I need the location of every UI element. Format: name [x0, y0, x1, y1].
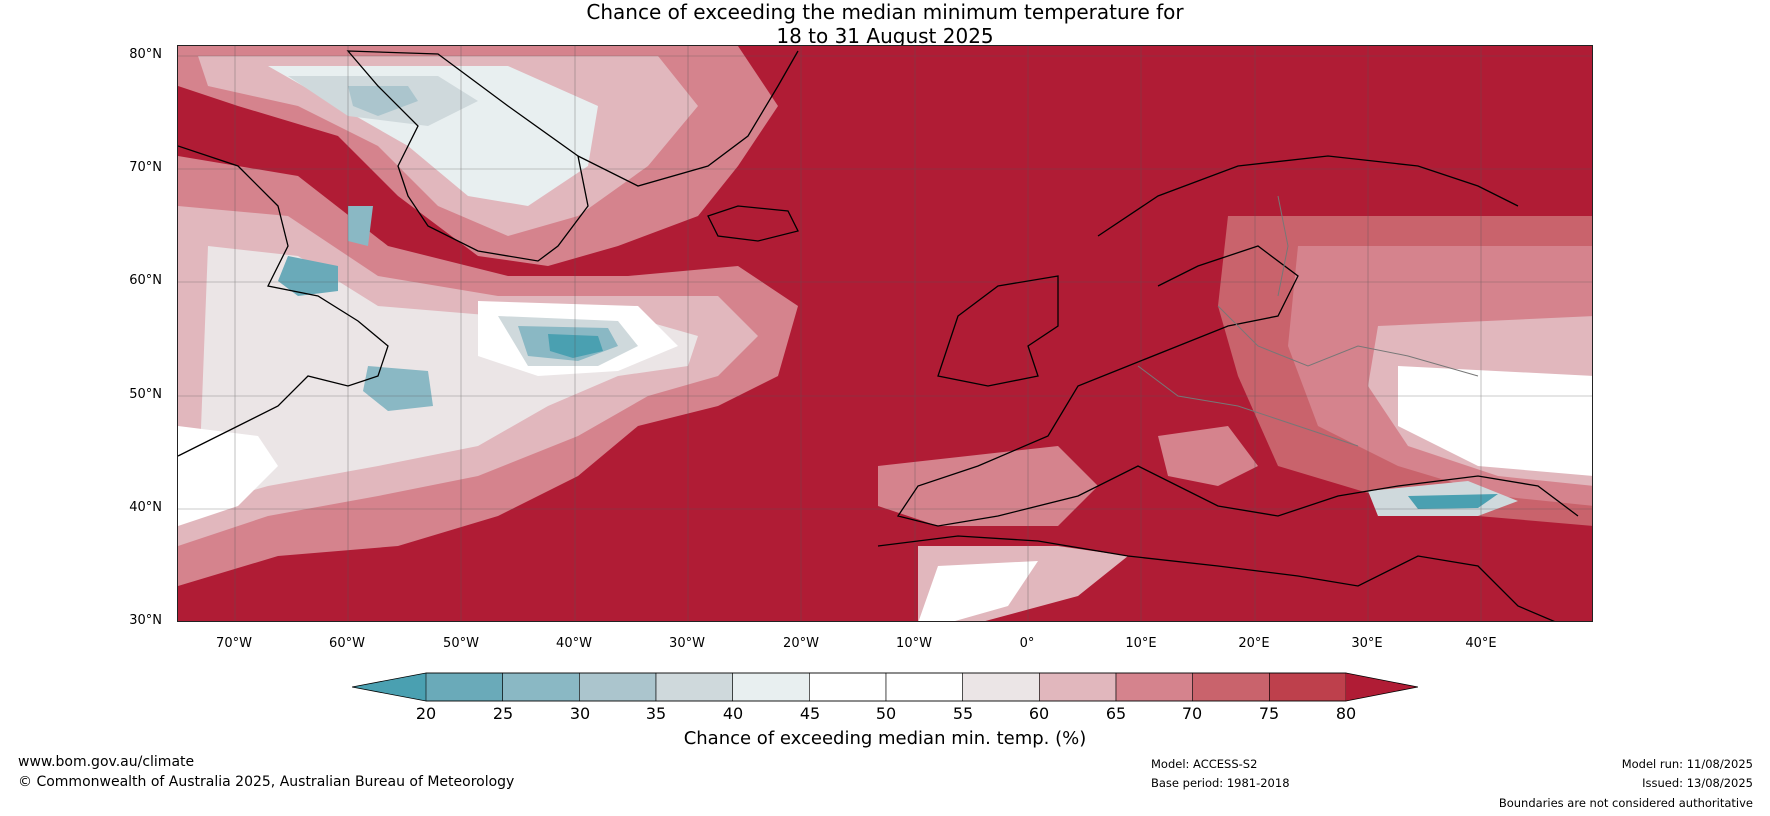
greenland-region	[178, 46, 778, 266]
lon-tick-40e: 40°E	[1465, 636, 1497, 651]
lat-tick-30n: 30°N	[129, 613, 162, 628]
colorbar-segment	[1269, 672, 1347, 702]
colorbar-segment	[1115, 672, 1194, 702]
footer-disclaimer: Boundaries are not considered authoritat…	[1498, 796, 1753, 810]
footer-copyright: © Commonwealth of Australia 2025, Austra…	[18, 774, 515, 790]
footer-model-run: Model run: 11/08/2025	[1621, 757, 1753, 771]
colorbar-segment	[732, 672, 810, 702]
colorbar-tick-60: 60	[1028, 704, 1050, 723]
lon-tick-10w: 10°W	[896, 636, 932, 651]
colorbar-tick-45: 45	[799, 704, 821, 723]
colorbar-tick-65: 65	[1105, 704, 1127, 723]
lat-tick-70n: 70°N	[129, 160, 162, 175]
footer-url: www.bom.gov.au/climate	[18, 754, 195, 770]
colorbar-segment	[502, 672, 580, 702]
europe-region	[878, 216, 1592, 621]
title-line-1: Chance of exceeding the median minimum t…	[586, 0, 1184, 24]
colorbar-tick-40: 40	[722, 704, 744, 723]
colorbar-segments	[352, 672, 1418, 702]
colorbar-segment	[885, 672, 963, 702]
coastlines	[178, 50, 1579, 621]
colorbar-segment	[655, 672, 733, 702]
colorbar-extend-high	[1346, 673, 1418, 701]
colorbar-tick-80: 80	[1335, 704, 1357, 723]
lon-tick-50w: 50°W	[443, 636, 479, 651]
footer-model: Model: ACCESS-S2	[1151, 757, 1258, 771]
colorbar-tick-75: 75	[1258, 704, 1280, 723]
country-borders	[1137, 195, 1479, 447]
map-title: Chance of exceeding the median minimum t…	[0, 0, 1770, 48]
colorbar-title: Chance of exceeding median min. temp. (%…	[683, 728, 1087, 749]
lon-tick-10e: 10°E	[1125, 636, 1157, 651]
footer-issued: Issued: 13/08/2025	[1642, 776, 1753, 790]
colorbar-tick-30: 30	[569, 704, 591, 723]
title-line-2: 18 to 31 August 2025	[776, 24, 994, 48]
colorbar-segment	[962, 672, 1040, 702]
lat-tick-40n: 40°N	[129, 500, 162, 515]
lon-tick-20e: 20°E	[1238, 636, 1270, 651]
colorbar-tick-70: 70	[1181, 704, 1203, 723]
lat-tick-80n: 80°N	[129, 47, 162, 62]
colorbar-tick-50: 50	[875, 704, 897, 723]
lon-tick-20w: 20°W	[783, 636, 819, 651]
colorbar-segment	[1039, 672, 1117, 702]
lat-tick-60n: 60°N	[129, 273, 162, 288]
forecast-map	[177, 45, 1593, 622]
colorbar-segment	[809, 672, 887, 702]
lon-tick-60w: 60°W	[329, 636, 365, 651]
colorbar-tick-20: 20	[415, 704, 437, 723]
colorbar-segment	[579, 672, 657, 702]
graticule	[178, 46, 1592, 621]
colorbar-tick-55: 55	[952, 704, 974, 723]
colorbar-segment	[425, 672, 503, 702]
colorbar-tick-35: 35	[645, 704, 667, 723]
labrador-atlantic-region	[178, 156, 798, 586]
lon-tick-30e: 30°E	[1351, 636, 1383, 651]
colorbar-segment	[1192, 672, 1270, 702]
lon-tick-0: 0°	[1019, 636, 1035, 651]
lat-tick-50n: 50°N	[129, 387, 162, 402]
colorbar-extend-low	[352, 673, 426, 701]
footer-base-period: Base period: 1981-2018	[1151, 776, 1290, 790]
map-svg	[178, 46, 1592, 621]
lon-tick-40w: 40°W	[556, 636, 592, 651]
colorbar	[352, 672, 1418, 702]
colorbar-tick-25: 25	[492, 704, 514, 723]
lon-tick-30w: 30°W	[669, 636, 705, 651]
lon-tick-70w: 70°W	[216, 636, 252, 651]
